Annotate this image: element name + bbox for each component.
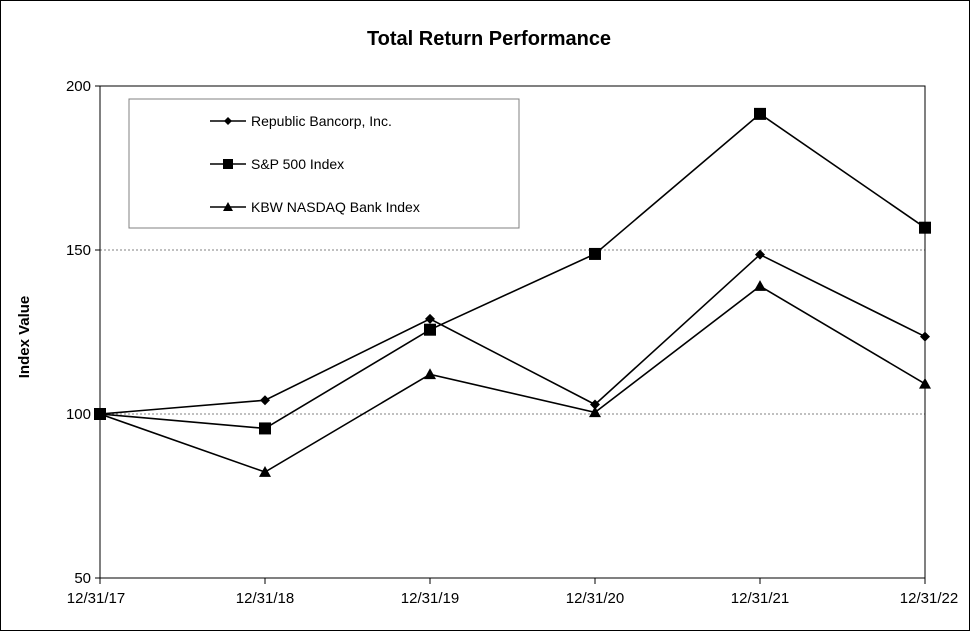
y-tick-label: 50 xyxy=(74,570,91,587)
legend-item: S&P 500 Index xyxy=(210,156,344,172)
legend-item: KBW NASDAQ Bank Index xyxy=(210,199,420,215)
x-tick-label: 12/31/22 xyxy=(900,590,958,607)
y-tick-label: 100 xyxy=(66,406,91,423)
x-tick-label: 12/31/19 xyxy=(401,590,459,607)
legend-label: S&P 500 Index xyxy=(251,156,344,172)
data-point xyxy=(259,422,271,435)
legend-item: Republic Bancorp, Inc. xyxy=(210,113,392,129)
data-point xyxy=(754,107,766,120)
data-point xyxy=(94,408,106,419)
legend-label: Republic Bancorp, Inc. xyxy=(251,113,392,129)
legend-box xyxy=(128,98,520,229)
x-tick-label: 12/31/21 xyxy=(731,590,789,607)
series-line xyxy=(99,112,926,430)
data-point xyxy=(590,399,600,410)
legend-label: KBW NASDAQ Bank Index xyxy=(251,199,420,215)
data-point xyxy=(920,331,930,342)
y-axis-label: Index Value xyxy=(16,296,33,379)
data-point xyxy=(425,313,435,324)
data-point xyxy=(919,377,931,389)
x-tick-label: 12/31/18 xyxy=(236,590,294,607)
series-line xyxy=(99,253,926,415)
data-point xyxy=(754,280,766,291)
axes: 50 100 150 200 12/31/17 12/31/18 12/31/19 12/31… xyxy=(66,78,958,607)
data-point xyxy=(755,249,765,260)
data-point xyxy=(260,395,270,406)
data-point xyxy=(589,406,601,418)
legend-marker xyxy=(223,159,233,169)
gridlines xyxy=(100,249,925,415)
series-line xyxy=(99,285,926,473)
data-point xyxy=(919,221,931,234)
legend-marker xyxy=(223,202,233,211)
data-point xyxy=(424,323,436,336)
data-point xyxy=(424,368,436,380)
x-tick-label: 12/31/17 xyxy=(67,590,125,607)
x-tick-label: 12/31/20 xyxy=(566,590,624,607)
legend: Republic Bancorp, Inc. S&P 500 Index KBW N… xyxy=(128,98,520,229)
series-group xyxy=(94,107,931,477)
data-point xyxy=(589,247,601,260)
data-point xyxy=(259,466,271,477)
series-triangle xyxy=(94,280,931,477)
chart-title: Total Return Performance xyxy=(367,28,611,50)
y-tick-label: 200 xyxy=(66,78,91,95)
y-tick-label: 150 xyxy=(66,242,91,259)
legend-marker xyxy=(224,117,232,125)
